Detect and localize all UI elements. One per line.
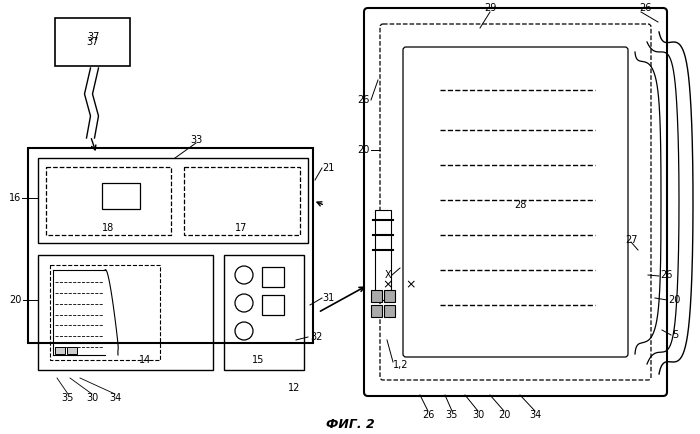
Bar [55,18,130,66]
Text: 33: 33 [190,135,202,145]
Bar [50,265,160,360]
Bar [375,210,391,300]
Text: 14: 14 [139,355,151,365]
Bar [38,158,308,243]
Text: 27: 27 [626,235,638,245]
Bar [262,295,284,315]
Text: ×: × [383,279,393,292]
Text: 12: 12 [288,383,300,393]
Bar [224,255,304,370]
Bar [262,267,284,287]
Text: 30: 30 [86,393,98,403]
Text: 37: 37 [86,37,99,47]
Text: 29: 29 [484,3,496,13]
Bar [46,167,171,235]
Text: 28: 28 [514,200,526,210]
Bar [67,347,77,354]
Text: ФИГ. 2: ФИГ. 2 [326,418,374,431]
Text: 30: 30 [472,410,484,420]
Text: 16: 16 [8,193,21,203]
Text: 20: 20 [358,145,370,155]
Bar [371,290,382,302]
Text: 20: 20 [498,410,510,420]
Text: 20: 20 [668,295,680,305]
Text: 26: 26 [660,270,673,280]
Bar [38,255,213,370]
Bar [55,347,65,354]
Bar [28,148,313,343]
Bar [384,305,395,317]
Text: 35: 35 [62,393,74,403]
Text: 26: 26 [639,3,651,13]
Text: 34: 34 [109,393,121,403]
Text: 37: 37 [87,32,99,42]
Text: 5: 5 [672,330,678,340]
Text: 26: 26 [358,95,370,105]
Text: 31: 31 [322,293,335,303]
Text: 20: 20 [10,295,22,305]
Text: 34: 34 [529,410,541,420]
Text: 18: 18 [102,223,114,233]
Text: ×: × [406,279,416,292]
Text: 35: 35 [446,410,459,420]
Text: 21: 21 [322,163,335,173]
Bar [371,305,382,317]
Bar [384,290,395,302]
Bar [102,183,140,209]
Text: 17: 17 [234,223,247,233]
Text: 15: 15 [252,355,264,365]
Text: 32: 32 [310,332,323,342]
Text: 1,2: 1,2 [393,360,409,370]
Text: 26: 26 [422,410,434,420]
Text: X: X [384,270,391,280]
Bar [184,167,300,235]
